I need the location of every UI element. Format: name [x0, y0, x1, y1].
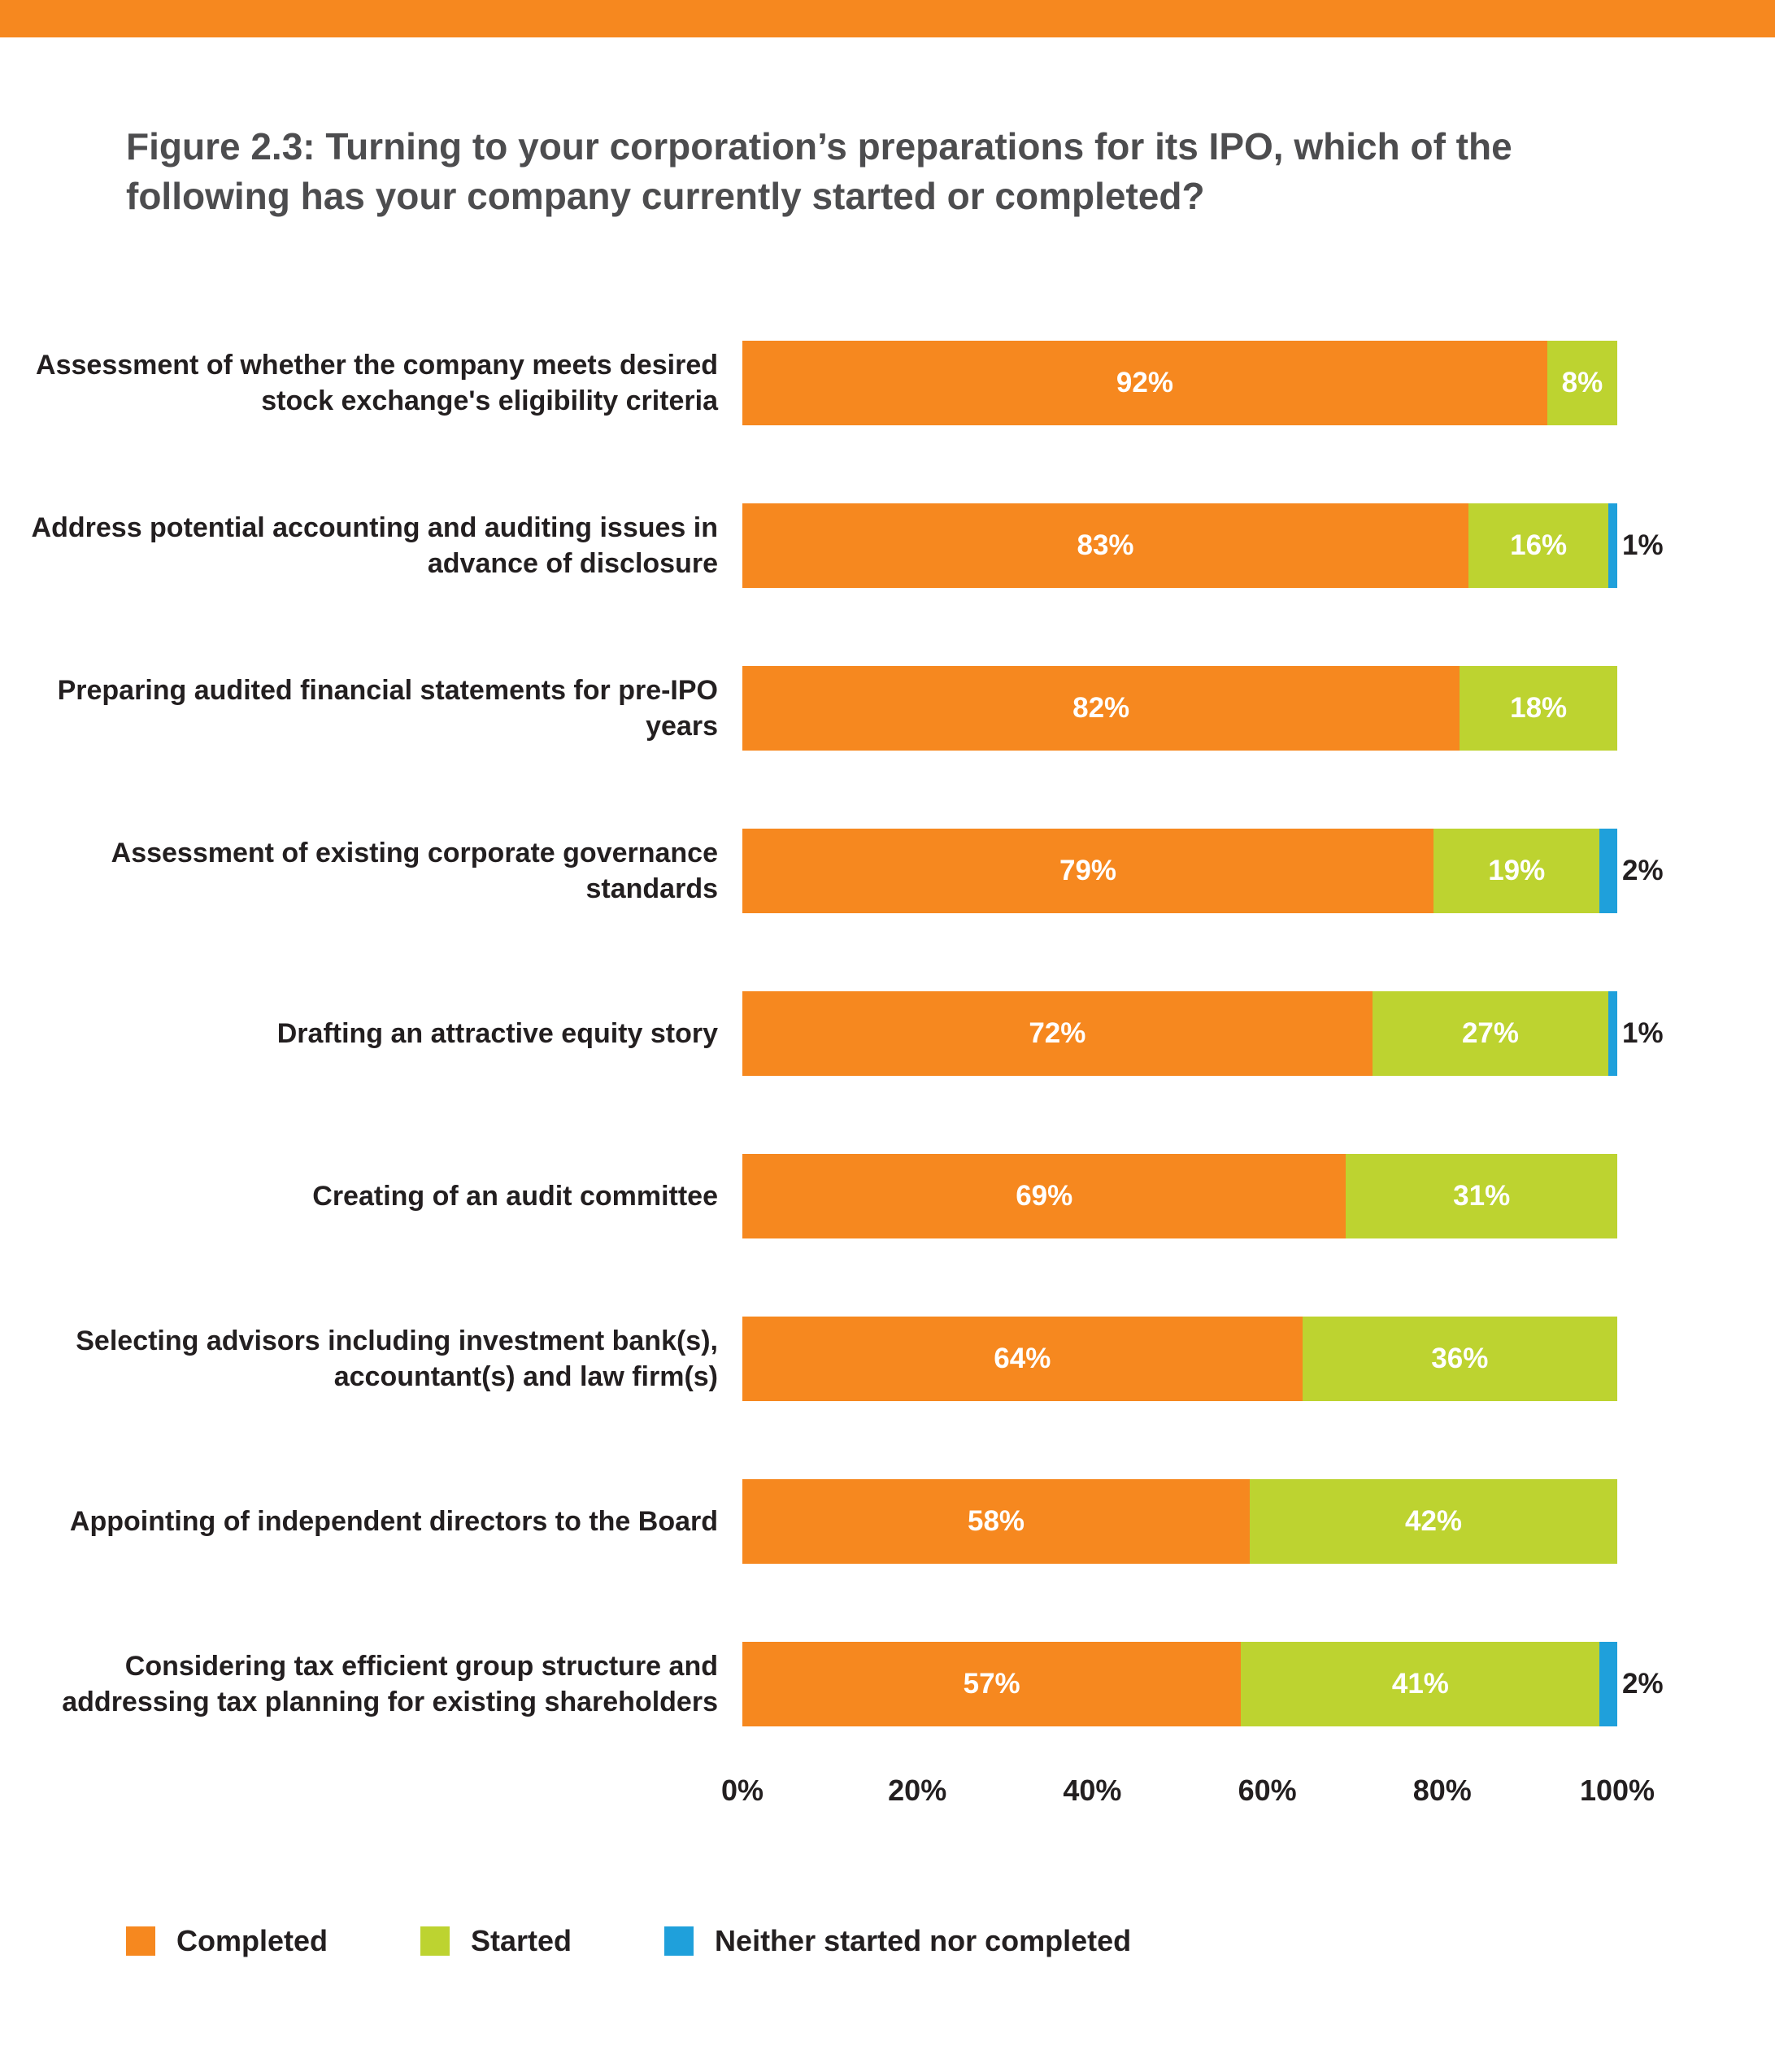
bar-segment-started: 8%	[1547, 341, 1617, 426]
bar-track: 57% 41% 2%	[742, 1642, 1664, 1727]
stacked-bar-chart: Assessment of whether the company meets …	[0, 302, 1775, 1822]
legend-label: Started	[471, 1924, 572, 1958]
value-label: 64%	[994, 1343, 1051, 1375]
value-label: 82%	[1072, 692, 1130, 725]
bar-track: 64% 36%	[742, 1317, 1617, 1402]
value-label: 58%	[968, 1505, 1025, 1538]
chart-row: Creating of an audit committee 69% 31%	[0, 1115, 1775, 1278]
value-label: 57%	[963, 1668, 1020, 1700]
figure-title: Figure 2.3: Turning to your corporation’…	[126, 125, 1512, 217]
category-label: Drafting an attractive equity story	[276, 1018, 718, 1049]
x-axis-tick: 60%	[1238, 1774, 1297, 1808]
bar-segment-started: 27%	[1372, 991, 1609, 1077]
chart-row: Assessment of existing corporate governa…	[0, 790, 1775, 952]
category-label: Considering tax efficient group structur…	[62, 1650, 718, 1718]
x-axis-tick: 80%	[1412, 1774, 1472, 1808]
bar-segment-completed: 58%	[742, 1479, 1251, 1565]
value-label: 41%	[1391, 1668, 1449, 1700]
value-label: 83%	[1077, 529, 1134, 562]
legend-label: Completed	[176, 1924, 328, 1958]
bar-segment-completed: 69%	[742, 1154, 1346, 1239]
x-axis-tick: 0%	[720, 1774, 764, 1808]
x-axis: 0% 20% 40% 60% 80% 100%	[721, 1774, 1655, 1822]
value-label-outside: 2%	[1622, 1668, 1664, 1700]
bar-segment-completed: 72%	[742, 991, 1373, 1077]
bar-track: 72% 27% 1%	[742, 991, 1664, 1077]
bar-segment-neither	[1599, 829, 1617, 914]
legend-swatch	[664, 1926, 694, 1957]
chart-row: Appointing of independent directors to t…	[0, 1440, 1775, 1603]
bar-track: 69% 31%	[742, 1154, 1617, 1239]
legend-item: Started	[420, 1924, 572, 1958]
value-label: 18%	[1510, 692, 1568, 725]
x-axis-tick: 20%	[888, 1774, 947, 1808]
bar-segment-completed: 79%	[742, 829, 1434, 914]
bar-segment-started: 41%	[1241, 1642, 1600, 1727]
bar-segment-neither	[1599, 1642, 1617, 1727]
chart-rows: Assessment of whether the company meets …	[0, 302, 1775, 1765]
legend-item: Completed	[126, 1924, 328, 1958]
category-label: Assessment of whether the company meets …	[36, 349, 718, 417]
value-label: 27%	[1461, 1017, 1519, 1050]
chart-row: Drafting an attractive equity story 72% 27…	[0, 952, 1775, 1115]
value-label: 19%	[1488, 855, 1546, 887]
value-label: 31%	[1453, 1180, 1511, 1212]
bar-segment-completed: 83%	[742, 503, 1469, 589]
legend-label: Neither started nor completed	[715, 1924, 1132, 1958]
bar-track: 79% 19% 2%	[742, 829, 1664, 914]
value-label-outside: 1%	[1622, 529, 1664, 562]
legend-item: Neither started nor completed	[664, 1924, 1131, 1958]
bar-segment-neither	[1608, 503, 1617, 589]
bar-segment-neither	[1608, 991, 1617, 1077]
category-label: Address potential accounting and auditin…	[31, 511, 718, 580]
value-label: 92%	[1116, 367, 1173, 399]
bar-track: 82% 18%	[742, 666, 1617, 751]
bar-segment-started: 19%	[1433, 829, 1600, 914]
value-label: 72%	[1029, 1017, 1086, 1050]
chart-row: Considering tax efficient group structur…	[0, 1603, 1775, 1765]
bar-segment-completed: 57%	[742, 1642, 1242, 1727]
bar-segment-started: 42%	[1250, 1479, 1617, 1565]
value-label: 16%	[1510, 529, 1568, 562]
bar-segment-started: 31%	[1346, 1154, 1617, 1239]
category-label: Appointing of independent directors to t…	[69, 1506, 718, 1537]
chart-row: Assessment of whether the company meets …	[0, 302, 1775, 464]
chart-row: Address potential accounting and auditin…	[0, 464, 1775, 627]
category-label: Creating of an audit committee	[312, 1181, 718, 1212]
value-label: 79%	[1059, 855, 1117, 887]
legend: Completed Started Neither started nor comp…	[126, 1924, 1775, 1958]
category-label: Assessment of existing corporate governa…	[111, 837, 718, 905]
x-axis-tick: 40%	[1063, 1774, 1122, 1808]
chart-row: Preparing audited financial statements f…	[0, 627, 1775, 790]
legend-swatch	[126, 1926, 155, 1957]
value-label: 36%	[1431, 1343, 1489, 1375]
bar-track: 58% 42%	[742, 1479, 1617, 1565]
bar-segment-completed: 82%	[742, 666, 1460, 751]
bar-segment-started: 18%	[1460, 666, 1617, 751]
legend-swatch	[420, 1926, 450, 1957]
bar-segment-started: 16%	[1468, 503, 1609, 589]
value-label-outside: 1%	[1622, 1017, 1664, 1050]
value-label: 69%	[1016, 1180, 1073, 1212]
value-label: 8%	[1561, 367, 1603, 399]
x-axis-tick: 100%	[1579, 1774, 1655, 1808]
bar-segment-started: 36%	[1302, 1317, 1617, 1402]
category-label: Selecting advisors including investment …	[76, 1325, 718, 1393]
value-label: 42%	[1405, 1505, 1463, 1538]
bar-segment-completed: 64%	[742, 1317, 1303, 1402]
chart-row: Selecting advisors including investment …	[0, 1278, 1775, 1440]
top-strip	[0, 0, 1775, 37]
bar-segment-completed: 92%	[742, 341, 1547, 426]
value-label-outside: 2%	[1622, 855, 1664, 887]
bar-track: 83% 16% 1%	[742, 503, 1664, 589]
category-label: Preparing audited financial statements f…	[57, 674, 718, 742]
bar-track: 92% 8%	[742, 341, 1617, 426]
